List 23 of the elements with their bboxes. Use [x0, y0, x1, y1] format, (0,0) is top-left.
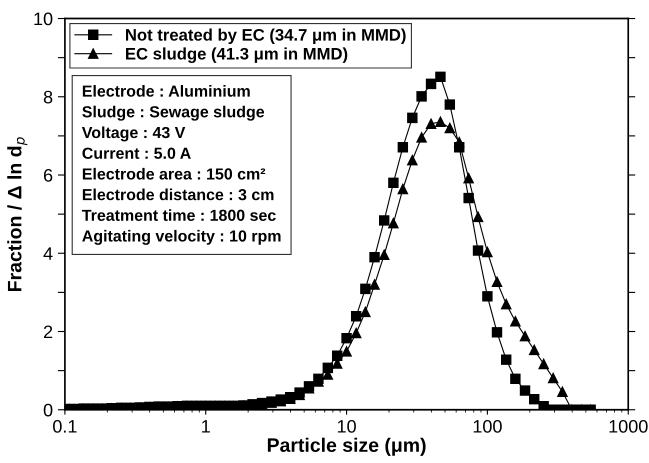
annotation: Treatment time : 1800 sec: [82, 209, 276, 221]
y-tick-label: 8: [44, 90, 52, 104]
legend-label: EC sludge (41.3 μm in MMD): [126, 47, 348, 63]
annotation: Electrode area : 150 cm²: [82, 168, 266, 180]
x-tick-label: 1: [202, 420, 210, 433]
legend-label: Not treated by EC (34.7 μm in MMD): [126, 28, 406, 44]
y-tick-label: 6: [44, 168, 52, 182]
annotation: Electrode distance : 3 cm: [82, 188, 274, 200]
y-tick-label: 4: [43, 247, 53, 260]
x-tick-label: 1000: [610, 420, 648, 433]
annotation: Voltage : 43 V: [82, 126, 186, 142]
y-axis-title: Fraction / Δ ln d$_{p}$: [7, 137, 28, 292]
annotation: Agitating velocity : 10 rpm: [82, 230, 280, 245]
x-tick-label: 10: [338, 420, 356, 433]
x-tick-label: 100: [474, 420, 502, 433]
x-tick-label: 0.1: [53, 420, 77, 433]
annotation: Sludge : Sewage sludge: [82, 106, 264, 121]
x-axis-title: Particle size (μm): [268, 438, 426, 456]
annotation: Electrode : Aluminium: [82, 85, 250, 97]
annotation: Current : 5.0 A: [82, 148, 191, 159]
y-tick-label: 0: [44, 404, 52, 416]
y-tick-label: 2: [44, 325, 52, 338]
y-tick-label: 10: [34, 12, 52, 26]
